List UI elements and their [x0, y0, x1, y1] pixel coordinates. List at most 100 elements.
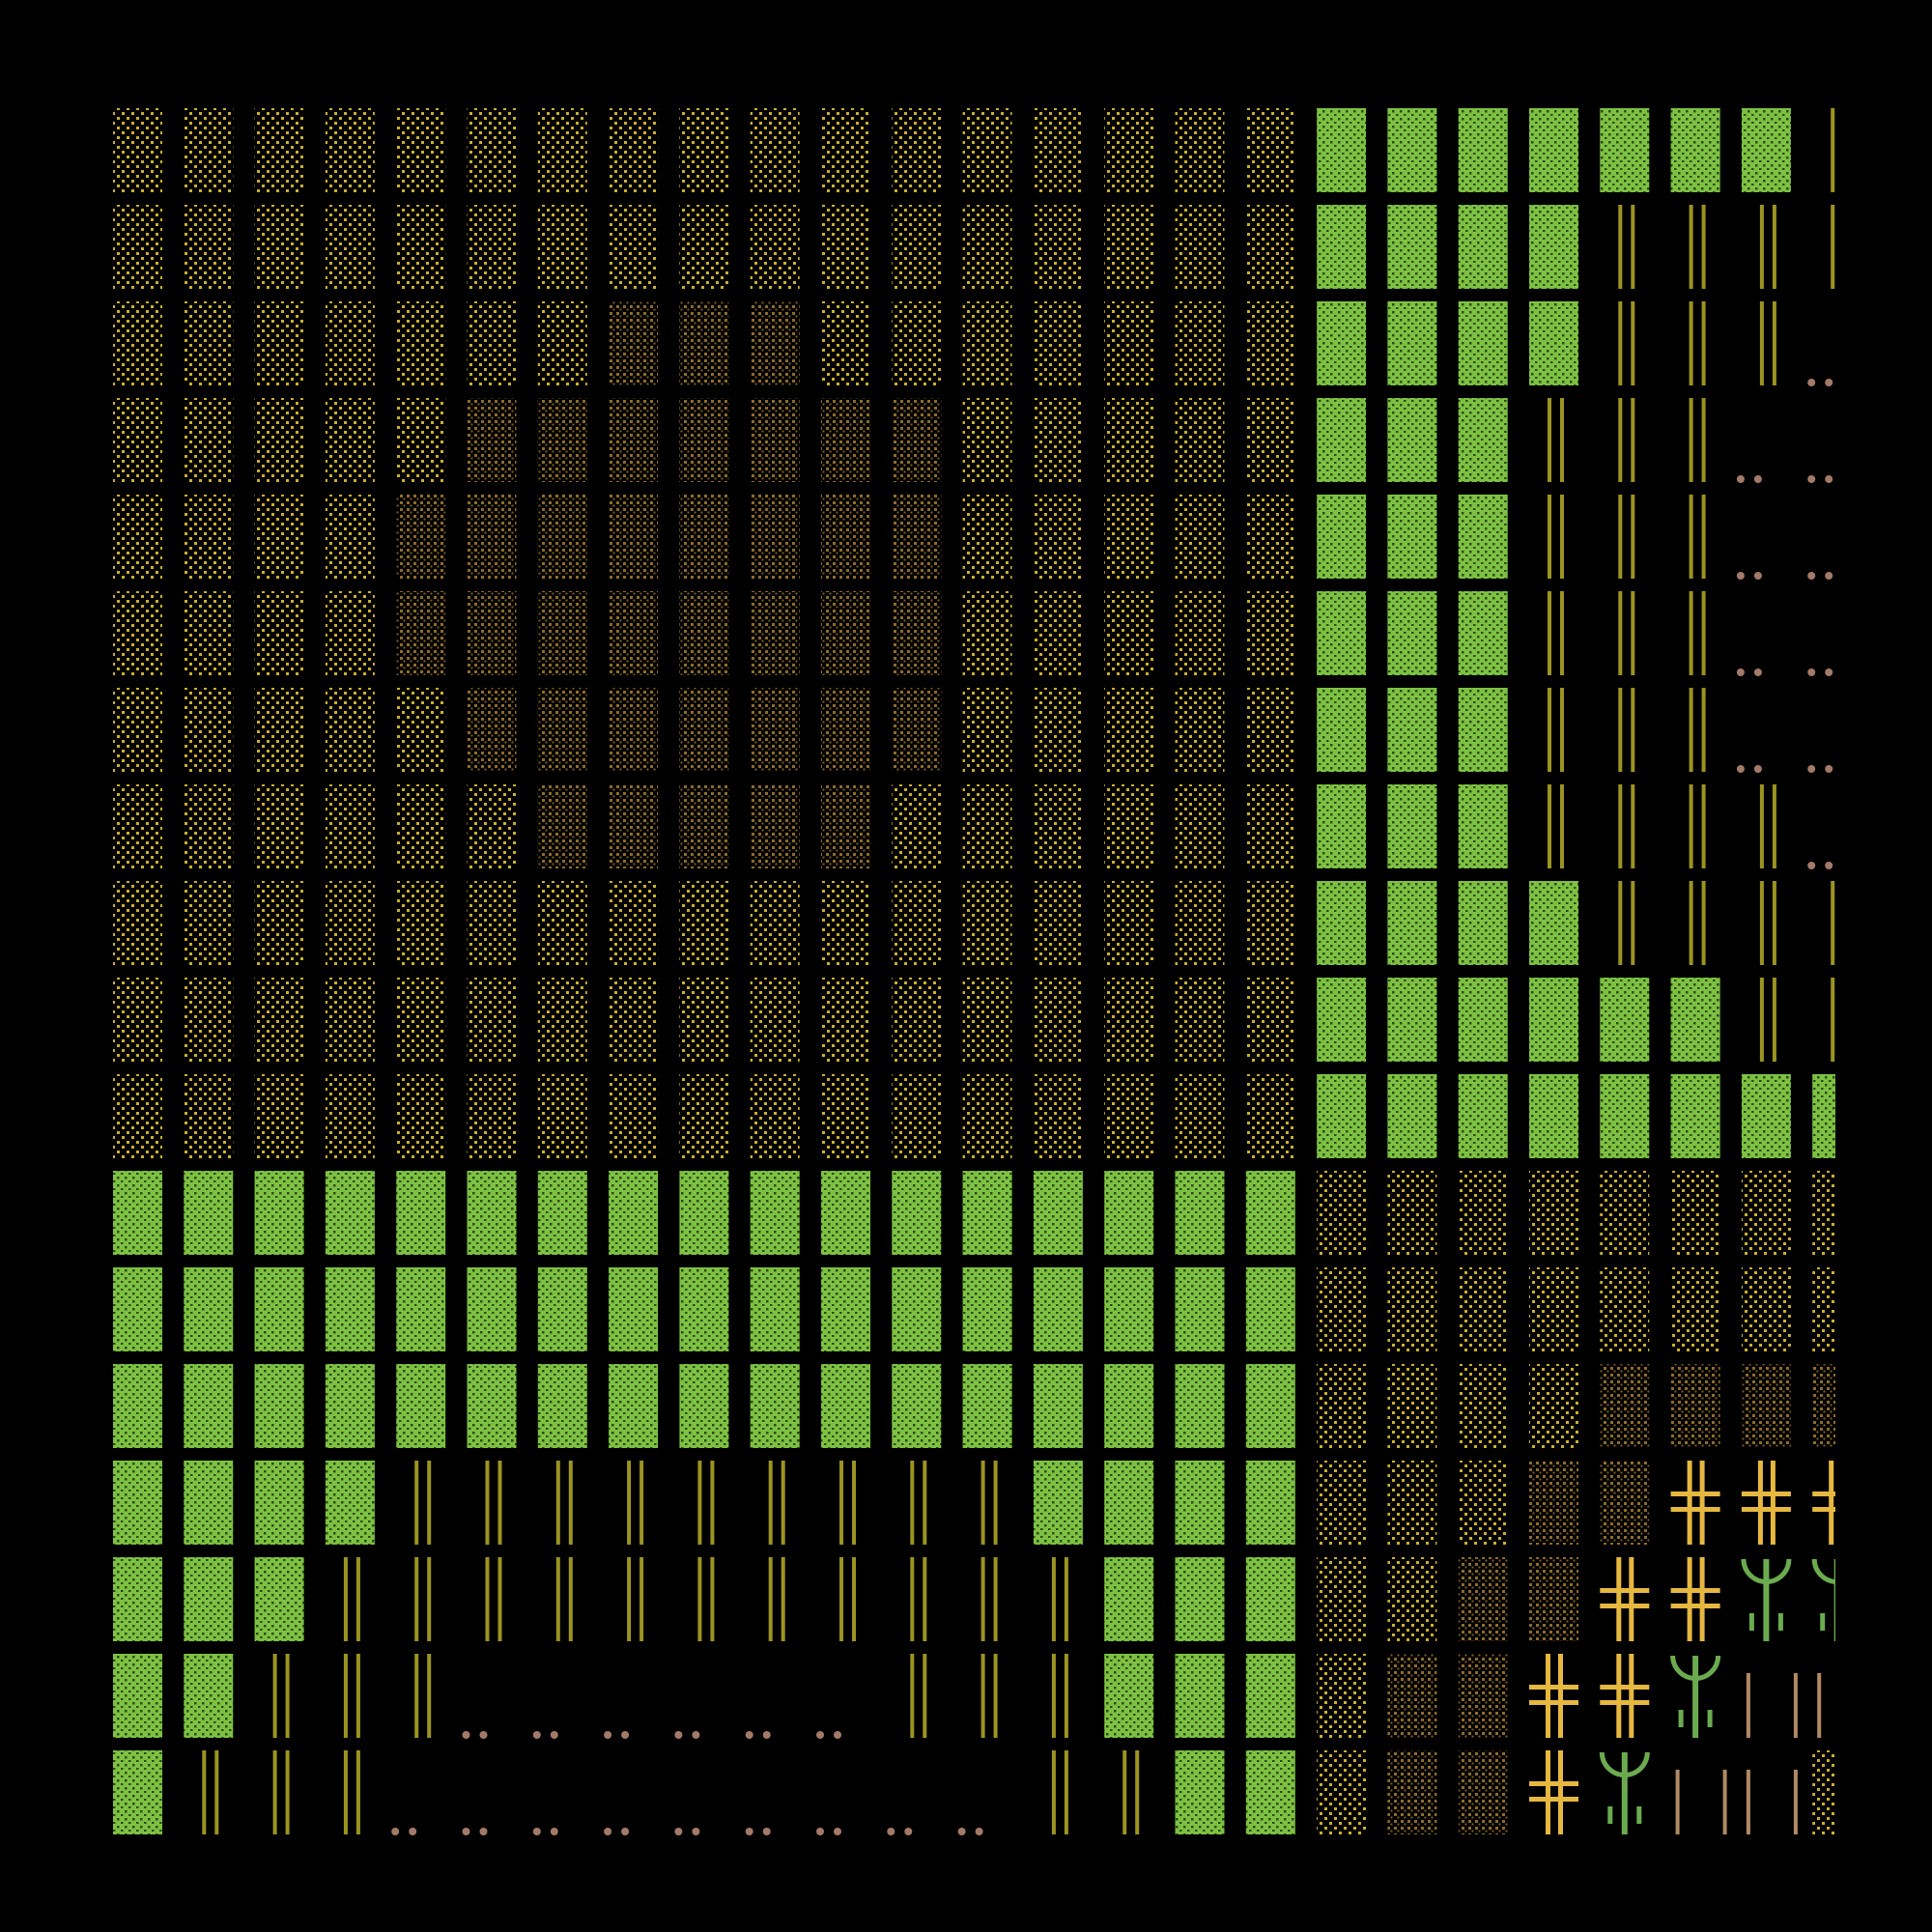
tile-grass: [1600, 978, 1650, 1062]
tile-sand: [821, 205, 870, 289]
tile-fence: [1670, 1461, 1720, 1545]
tile-sand: [1175, 1074, 1225, 1158]
tile-grass: [1104, 1171, 1154, 1255]
tile-reeds: [1618, 205, 1635, 289]
tile-sand: [1175, 205, 1225, 289]
tile-sand: [1245, 398, 1295, 482]
tile-dirt: [821, 591, 870, 675]
tile-grass: [1175, 1750, 1225, 1834]
tile-grass: [892, 1364, 942, 1448]
tile-reeds: [202, 1750, 219, 1834]
reed: [1631, 301, 1635, 385]
reed: [1759, 978, 1764, 1062]
tile-grass: [113, 1267, 162, 1351]
tile-sand: [892, 784, 942, 868]
tile-sand: [1317, 1750, 1367, 1834]
tile-grass: [254, 1171, 304, 1255]
tile-dirt: [467, 495, 517, 579]
tile-grass: [1387, 591, 1437, 675]
tile-grass: [1741, 1074, 1791, 1158]
fence-rail: [1600, 1604, 1650, 1608]
tile-grass: [1529, 301, 1578, 385]
tile-grass: [254, 1267, 304, 1351]
tile-pebbles: [1736, 475, 1762, 483]
tile-sand: [325, 398, 375, 482]
tile-pebbles: [816, 1828, 841, 1835]
reed: [1548, 591, 1551, 675]
tile-sand: [1741, 1267, 1791, 1351]
reed: [427, 1557, 432, 1641]
tile-grass: [892, 1267, 942, 1351]
reed: [1548, 495, 1551, 579]
tile-grass: [1104, 1557, 1154, 1641]
tile-reeds: [1618, 495, 1635, 579]
tile-sand: [892, 301, 942, 385]
tile-reeds: [555, 1461, 573, 1545]
reed: [839, 1461, 843, 1545]
tile-reeds: [768, 1461, 785, 1545]
reed: [214, 1750, 219, 1834]
tile-grass: [113, 1171, 162, 1255]
tile-sand: [396, 108, 446, 192]
tile-pebbles: [532, 1828, 558, 1835]
tile-grass: [962, 1364, 1012, 1448]
tile-reeds: [1831, 978, 1835, 1062]
tile-sand: [1104, 881, 1154, 965]
pebble: [1825, 668, 1833, 676]
reed: [1560, 591, 1564, 675]
tile-sticks: [1817, 1673, 1822, 1738]
reed: [1701, 881, 1706, 965]
tile-sand: [113, 688, 162, 772]
reed: [1618, 398, 1623, 482]
reed: [1051, 1654, 1056, 1738]
tile-sand: [962, 591, 1012, 675]
pebble: [762, 1828, 771, 1835]
tile-sand: [1387, 1171, 1437, 1255]
fence-rail: [1741, 1492, 1791, 1496]
tile-sand: [254, 688, 304, 772]
tile-sand: [1458, 1267, 1508, 1351]
reed: [1689, 301, 1693, 385]
tile-grass: [1245, 1654, 1295, 1738]
tile-dirt: [750, 591, 800, 675]
tile-pebbles: [462, 1828, 488, 1835]
tile-grass: [609, 1267, 659, 1351]
tile-reeds: [1618, 881, 1635, 965]
reed: [568, 1461, 573, 1545]
tile-grass: [1317, 301, 1367, 385]
tile-sand: [254, 301, 304, 385]
reed: [1631, 398, 1635, 482]
tile-grass: [1812, 1074, 1835, 1158]
tile-dirt: [679, 398, 729, 482]
tile-sand: [396, 205, 446, 289]
tile-grass: [1458, 1074, 1508, 1158]
tile-grass: [396, 1171, 446, 1255]
tile-sand: [750, 1074, 800, 1158]
reed: [1701, 784, 1706, 868]
tile-sand: [821, 1074, 870, 1158]
pebble: [816, 1828, 824, 1835]
tile-pebbles: [816, 1731, 841, 1739]
fence-post: [1687, 1461, 1692, 1545]
tile-sand: [467, 205, 517, 289]
tile-grass: [1458, 205, 1508, 289]
tile-grass: [1458, 881, 1508, 965]
tile-sand: [254, 784, 304, 868]
tile-sand: [679, 108, 729, 192]
reed: [1772, 205, 1776, 289]
tile-grass: [467, 1171, 517, 1255]
tile-grass: [1245, 1267, 1295, 1351]
tile-grass: [325, 1267, 375, 1351]
tile-sand: [254, 1074, 304, 1158]
tile-dirt: [1387, 1654, 1437, 1738]
tile-fence: [1529, 1654, 1578, 1738]
tile-sand: [821, 881, 870, 965]
tile-sand: [254, 591, 304, 675]
tile-grass: [467, 1267, 517, 1351]
tile-dirt: [892, 688, 942, 772]
tile-grass: [821, 1364, 870, 1448]
reed: [568, 1557, 573, 1641]
tile-pebbles: [604, 1731, 630, 1739]
fence-rail: [1741, 1507, 1791, 1512]
tile-sand: [325, 881, 375, 965]
